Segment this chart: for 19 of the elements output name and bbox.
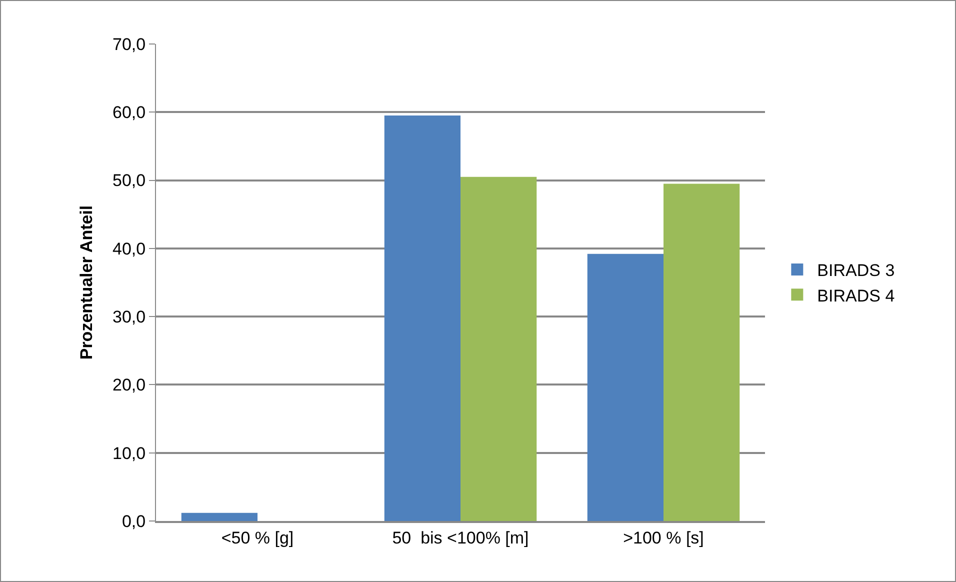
y-tick-label: 30,0: [112, 308, 146, 327]
legend-label: BIRADS 3: [817, 261, 895, 280]
y-axis-title: Prozentualer Anteil: [77, 205, 96, 360]
legend-label: BIRADS 4: [817, 286, 895, 306]
bar: [181, 512, 258, 521]
y-tick-label: 60,0: [112, 103, 146, 122]
y-tick-label: 70,0: [112, 34, 146, 54]
y-tick-label: 10,0: [112, 444, 146, 463]
bar: [384, 116, 460, 521]
x-tick-label: >100 % [s]: [623, 528, 704, 548]
x-tick-label: <50 % [g]: [221, 528, 294, 548]
y-tick-label: 50,0: [112, 171, 146, 190]
y-tick-label: 20,0: [112, 376, 146, 395]
y-tick-label: 40,0: [112, 239, 146, 258]
bar: [587, 254, 664, 521]
bar: [664, 184, 740, 521]
y-tick-label: 0,0: [122, 512, 146, 531]
x-tick-label: 50 bis <100% [m]: [392, 528, 529, 548]
bar: [460, 176, 537, 521]
